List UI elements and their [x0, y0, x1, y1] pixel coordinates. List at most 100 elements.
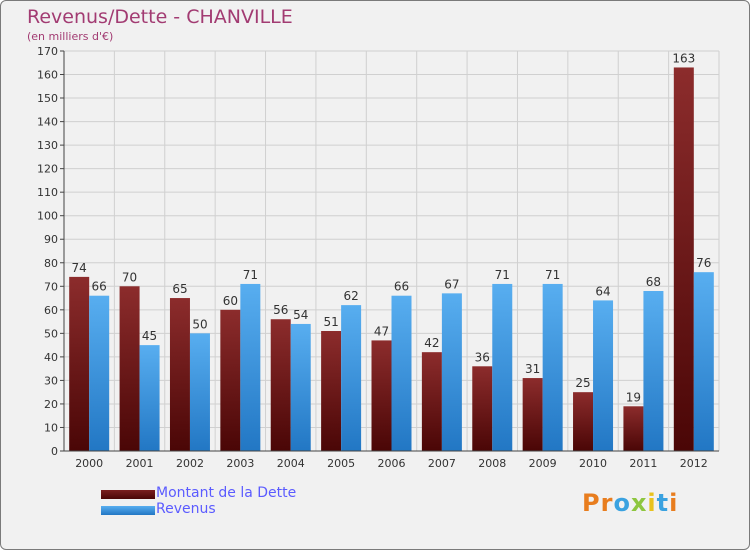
bar-value-label: 31 — [525, 362, 540, 376]
logo-letter: r — [600, 489, 614, 517]
bar-value-label: 47 — [374, 324, 389, 338]
legend-swatch-debt — [101, 490, 155, 499]
bar-revenus — [341, 305, 362, 451]
bar-value-label: 71 — [495, 268, 510, 282]
bar-value-label: 45 — [142, 329, 157, 343]
bar-value-label: 67 — [444, 277, 459, 291]
y-tick-label: 10 — [44, 421, 58, 434]
bar-value-label: 65 — [172, 282, 187, 296]
legend-label-revenus: Revenus — [156, 501, 216, 517]
bar-revenus — [643, 291, 664, 451]
y-tick-label: 20 — [44, 398, 58, 411]
bar-revenus — [492, 283, 513, 451]
x-tick-label: 2010 — [579, 457, 607, 470]
x-tick-label: 2006 — [378, 457, 406, 470]
proxiti-logo: Proxiti — [582, 489, 678, 517]
bar-value-label: 163 — [672, 51, 695, 65]
y-tick-label: 100 — [37, 210, 58, 223]
bar-value-label: 66 — [394, 280, 409, 294]
bar-dette — [371, 340, 392, 451]
bar-value-label: 60 — [223, 294, 238, 308]
bar-value-label: 42 — [424, 336, 439, 350]
bar-revenus — [240, 283, 261, 451]
x-tick-label: 2011 — [629, 457, 657, 470]
x-tick-label: 2007 — [428, 457, 456, 470]
bar-dette — [169, 298, 190, 451]
y-tick-label: 170 — [37, 45, 58, 58]
bar-value-label: 66 — [92, 280, 107, 294]
bar-dette — [421, 352, 442, 451]
axes: 0 10 20 30 40 50 60 70 80 90 100 110 120 130 140 150 160… — [37, 45, 719, 470]
bar-dette — [472, 366, 493, 451]
bar-revenus — [89, 295, 110, 451]
logo-letter: o — [613, 489, 631, 517]
bar-dette — [270, 319, 291, 451]
bar-value-label: 76 — [696, 256, 711, 270]
bar-revenus — [693, 272, 714, 451]
bar-value-label: 25 — [575, 376, 590, 390]
bar-value-label: 70 — [122, 270, 137, 284]
x-tick-label: 2005 — [327, 457, 355, 470]
chart-subtitle: (en milliers d'€) — [27, 30, 114, 43]
y-tick-label: 50 — [44, 327, 58, 340]
logo-letter: i — [647, 489, 657, 517]
x-tick-label: 2009 — [529, 457, 557, 470]
bar-revenus — [391, 295, 412, 451]
chart-title: Revenus/Dette - CHANVILLE — [27, 6, 293, 28]
bar-value-label: 71 — [243, 268, 258, 282]
logo-letter: t — [656, 489, 670, 517]
y-tick-label: 80 — [44, 257, 58, 270]
bar-value-label: 71 — [545, 268, 560, 282]
bar-value-label: 51 — [323, 315, 338, 329]
bars — [69, 67, 714, 452]
x-tick-label: 2001 — [126, 457, 154, 470]
bar-dette — [69, 276, 90, 451]
bar-dette — [220, 309, 241, 451]
y-tick-label: 0 — [51, 445, 58, 458]
y-tick-label: 110 — [37, 186, 58, 199]
bar-revenus — [441, 293, 462, 451]
bar-value-label: 50 — [192, 317, 207, 331]
logo-letter: i — [669, 489, 679, 517]
x-tick-label: 2012 — [680, 457, 708, 470]
bar-value-label: 56 — [273, 303, 288, 317]
data-labels: 74 66 70 45 65 50 60 71 56 54 51 62 47 66 42 67 36 71 31 71… — [72, 51, 712, 404]
bar-value-label: 62 — [343, 289, 358, 303]
y-tick-label: 130 — [37, 139, 58, 152]
bar-value-label: 19 — [626, 390, 641, 404]
logo-letter: P — [582, 489, 601, 517]
bar-value-label: 36 — [475, 350, 490, 364]
bar-value-label: 74 — [72, 261, 87, 275]
bar-revenus — [542, 283, 563, 451]
y-tick-label: 90 — [44, 233, 58, 246]
y-tick-label: 40 — [44, 351, 58, 364]
bar-revenus — [290, 323, 311, 451]
bar-value-label: 64 — [595, 284, 610, 298]
bar-revenus — [139, 345, 160, 451]
bar-dette — [573, 392, 594, 451]
x-tick-label: 2004 — [277, 457, 305, 470]
bar-revenus — [593, 300, 614, 451]
y-tick-label: 70 — [44, 280, 58, 293]
bar-revenus — [189, 333, 210, 451]
legend-swatch-revenus — [101, 506, 155, 515]
x-tick-label: 2000 — [75, 457, 103, 470]
legend-label-debt: Montant de la Dette — [156, 485, 297, 501]
x-tick-label: 2008 — [478, 457, 506, 470]
bar-dette — [673, 67, 694, 452]
bar-dette — [522, 378, 543, 451]
y-tick-label: 150 — [37, 92, 58, 105]
x-tick-label: 2002 — [176, 457, 204, 470]
y-tick-label: 120 — [37, 163, 58, 176]
y-tick-label: 60 — [44, 304, 58, 317]
y-tick-label: 30 — [44, 374, 58, 387]
bar-dette — [321, 331, 342, 451]
x-tick-label: 2003 — [226, 457, 254, 470]
y-tick-label: 140 — [37, 116, 58, 129]
bar-dette — [119, 286, 140, 451]
bar-value-label: 54 — [293, 308, 308, 322]
bar-value-label: 68 — [646, 275, 661, 289]
logo-letter: x — [630, 489, 648, 517]
